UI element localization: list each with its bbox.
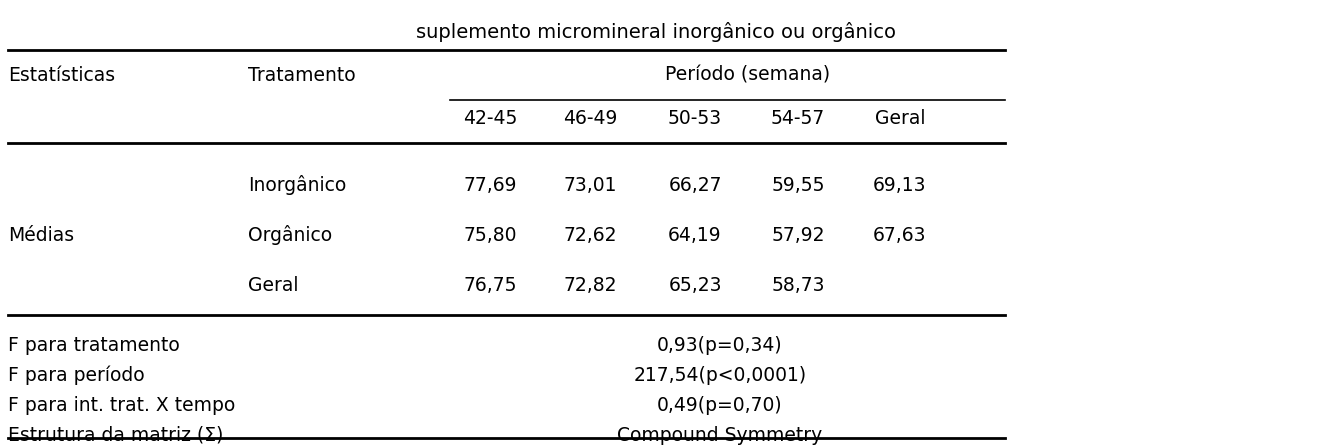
Text: 67,63: 67,63 — [873, 225, 926, 245]
Text: 69,13: 69,13 — [873, 176, 926, 194]
Text: Inorgânico: Inorgânico — [248, 175, 346, 195]
Text: Estrutura da matriz (Σ): Estrutura da matriz (Σ) — [8, 426, 223, 444]
Text: 58,73: 58,73 — [772, 276, 825, 294]
Text: Médias: Médias — [8, 225, 75, 245]
Text: 54-57: 54-57 — [770, 108, 825, 128]
Text: suplemento micromineral inorgânico ou orgânico: suplemento micromineral inorgânico ou or… — [417, 22, 897, 42]
Text: Tratamento: Tratamento — [248, 65, 355, 85]
Text: Geral: Geral — [874, 108, 925, 128]
Text: 217,54(p<0,0001): 217,54(p<0,0001) — [633, 366, 806, 384]
Text: F para tratamento: F para tratamento — [8, 336, 180, 354]
Text: 0,49(p=0,70): 0,49(p=0,70) — [657, 396, 782, 414]
Text: 75,80: 75,80 — [463, 225, 517, 245]
Text: 64,19: 64,19 — [669, 225, 722, 245]
Text: 72,62: 72,62 — [563, 225, 617, 245]
Text: F para período: F para período — [8, 365, 144, 385]
Text: Orgânico: Orgânico — [248, 225, 332, 245]
Text: 46-49: 46-49 — [563, 108, 617, 128]
Text: 76,75: 76,75 — [463, 276, 517, 294]
Text: 42-45: 42-45 — [463, 108, 517, 128]
Text: F para int. trat. X tempo: F para int. trat. X tempo — [8, 396, 235, 414]
Text: 72,82: 72,82 — [563, 276, 617, 294]
Text: Estatísticas: Estatísticas — [8, 65, 115, 85]
Text: 73,01: 73,01 — [563, 176, 617, 194]
Text: 57,92: 57,92 — [772, 225, 825, 245]
Text: 59,55: 59,55 — [772, 176, 825, 194]
Text: 65,23: 65,23 — [669, 276, 722, 294]
Text: Período (semana): Período (semana) — [665, 65, 830, 85]
Text: Geral: Geral — [248, 276, 299, 294]
Text: 0,93(p=0,34): 0,93(p=0,34) — [657, 336, 782, 354]
Text: 66,27: 66,27 — [669, 176, 722, 194]
Text: 77,69: 77,69 — [463, 176, 517, 194]
Text: Compound Symmetry: Compound Symmetry — [617, 426, 822, 444]
Text: 50-53: 50-53 — [668, 108, 722, 128]
